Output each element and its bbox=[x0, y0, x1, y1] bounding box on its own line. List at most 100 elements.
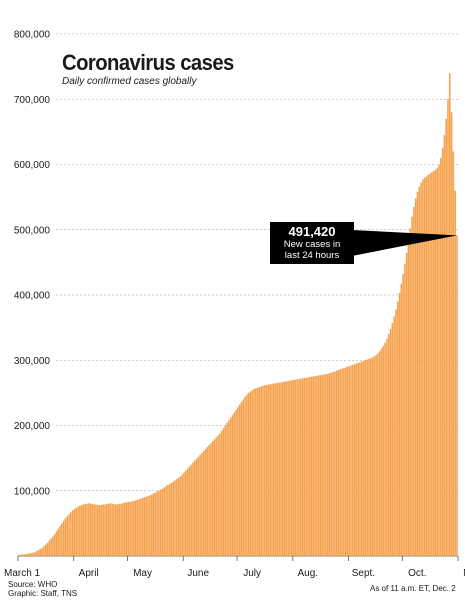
bar bbox=[301, 378, 304, 556]
bar bbox=[260, 386, 262, 556]
bar bbox=[296, 379, 298, 556]
bar bbox=[32, 552, 34, 556]
bar bbox=[62, 520, 65, 556]
bar bbox=[242, 399, 245, 556]
bar bbox=[314, 375, 316, 556]
y-tick-label: 800,000 bbox=[14, 30, 51, 41]
y-axis-ticks: 100,000 200,000 300,000 400,000 500,000 600,0… bbox=[14, 30, 51, 498]
bar bbox=[220, 430, 223, 556]
bar bbox=[52, 536, 54, 556]
bar bbox=[177, 477, 180, 556]
y-tick-label: 500,000 bbox=[14, 225, 51, 236]
bar bbox=[168, 484, 171, 556]
bar bbox=[414, 198, 417, 556]
x-tick-label: May bbox=[133, 568, 152, 579]
bar bbox=[283, 381, 286, 556]
bar bbox=[86, 503, 88, 556]
bar bbox=[68, 514, 70, 556]
bar bbox=[114, 504, 117, 556]
bar bbox=[240, 402, 243, 556]
x-tick-label: April bbox=[79, 568, 99, 579]
bar bbox=[253, 388, 255, 556]
bar bbox=[346, 366, 349, 556]
bar bbox=[238, 404, 241, 556]
bar bbox=[97, 505, 99, 556]
bar bbox=[319, 375, 322, 556]
bar bbox=[213, 439, 216, 556]
bar bbox=[420, 182, 422, 556]
bar bbox=[290, 380, 293, 556]
bar bbox=[425, 176, 428, 556]
bar bbox=[249, 391, 252, 556]
annotation-line-2: last 24 hours bbox=[284, 250, 340, 261]
bar bbox=[111, 503, 113, 556]
bar bbox=[361, 361, 363, 556]
bar bbox=[165, 486, 167, 556]
bar bbox=[454, 190, 456, 556]
bar bbox=[127, 501, 130, 556]
bar bbox=[104, 504, 106, 556]
bar bbox=[129, 501, 131, 556]
bar bbox=[402, 274, 404, 556]
bar bbox=[265, 385, 268, 556]
bar bbox=[23, 554, 25, 556]
bar bbox=[353, 364, 356, 556]
bar bbox=[337, 370, 340, 556]
bar bbox=[407, 240, 410, 556]
bar bbox=[323, 374, 325, 556]
annotation-pointer bbox=[352, 230, 458, 256]
bar bbox=[131, 501, 133, 556]
chart-title: Coronavirus cases bbox=[62, 50, 234, 75]
bar bbox=[431, 172, 433, 556]
bar bbox=[434, 169, 437, 556]
bar bbox=[303, 377, 306, 556]
bar bbox=[285, 381, 288, 556]
bar bbox=[71, 510, 74, 556]
bar bbox=[77, 506, 79, 556]
bar bbox=[262, 385, 264, 556]
bar bbox=[368, 358, 370, 556]
bar bbox=[66, 516, 69, 556]
bar bbox=[143, 497, 146, 556]
bar bbox=[316, 375, 318, 556]
bar bbox=[452, 151, 455, 556]
bar bbox=[359, 362, 361, 556]
bar bbox=[380, 348, 383, 556]
bar bbox=[48, 540, 51, 556]
bar bbox=[149, 495, 151, 556]
bar bbox=[204, 448, 207, 556]
bar bbox=[334, 371, 336, 556]
bar bbox=[298, 379, 300, 556]
bar bbox=[305, 377, 307, 556]
bar bbox=[125, 502, 128, 556]
bar bbox=[88, 503, 90, 556]
bar bbox=[447, 99, 449, 556]
bar bbox=[339, 369, 342, 556]
bar bbox=[116, 504, 119, 556]
bar bbox=[43, 546, 45, 556]
bar bbox=[188, 466, 191, 556]
as-of-note: As of 11 a.m. ET, Dec. 2 bbox=[370, 584, 456, 593]
bar bbox=[393, 316, 395, 556]
bar bbox=[183, 472, 185, 556]
bar bbox=[138, 499, 140, 556]
annotation-line-1: New cases in bbox=[283, 239, 341, 250]
bar bbox=[199, 454, 201, 556]
bar bbox=[57, 528, 60, 556]
bar bbox=[264, 385, 266, 556]
bar bbox=[422, 179, 424, 556]
bar bbox=[64, 518, 67, 556]
x-tick-label: June bbox=[187, 568, 209, 579]
bar bbox=[55, 531, 58, 556]
bar bbox=[418, 186, 421, 556]
bar bbox=[222, 428, 225, 556]
bar bbox=[109, 503, 112, 556]
bar bbox=[405, 252, 408, 556]
bar bbox=[185, 470, 187, 556]
bar bbox=[106, 503, 108, 556]
bar bbox=[194, 460, 196, 556]
bar bbox=[429, 173, 431, 556]
bar bbox=[30, 553, 33, 556]
bar bbox=[317, 375, 320, 556]
